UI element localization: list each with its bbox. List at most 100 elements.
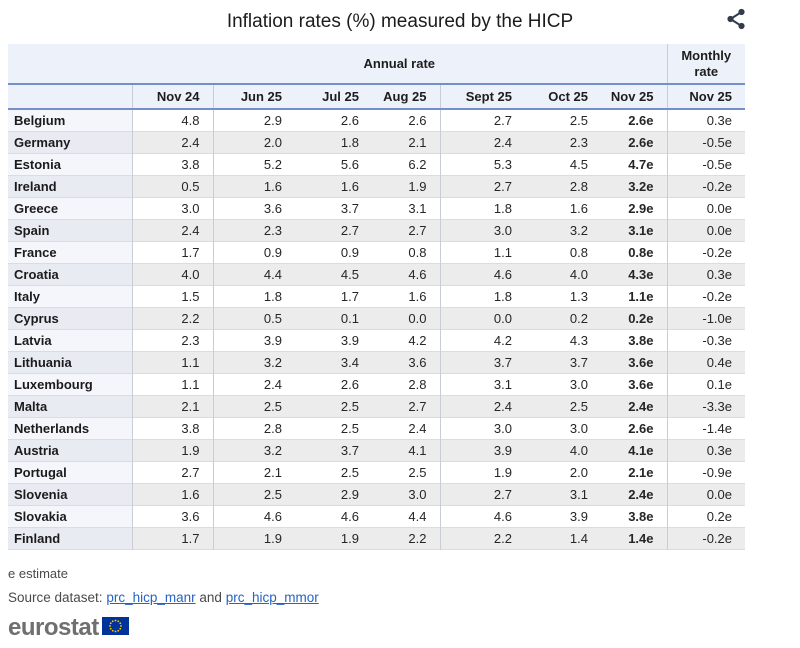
table-row: Portugal 2.7 2.1 2.5 2.5 1.9 2.0 2.1e -0.9e [8,461,745,484]
country-label: Netherlands [8,417,132,440]
value-cell: 2.5 [212,483,295,506]
group-header-row: Annual rate Monthly rate [8,44,745,86]
monthly-cell: -1.4e [666,417,745,440]
monthly-cell: -0.5e [666,153,745,176]
source-link-mmor[interactable]: prc_hicp_mmor [225,590,319,606]
country-label: Luxembourg [8,373,132,396]
monthly-cell: -0.2e [666,241,745,264]
value-cell: 3.1 [372,197,440,220]
estimate-note: e estimate [8,566,68,582]
value-cell: 2.7 [372,219,440,242]
country-label: Latvia [8,329,132,352]
value-cell: 2.5 [295,461,372,484]
table-row: Latvia 2.3 3.9 3.9 4.2 4.2 4.3 3.8e -0.3e [8,329,745,352]
country-label: Austria [8,439,132,462]
value-cell: 2.0 [525,461,601,484]
table-row: Slovakia 3.6 4.6 4.6 4.4 4.6 3.9 3.8e 0.2e [8,505,745,528]
value-cell: 4.6 [439,505,525,528]
column-header: Nov 25 [601,84,667,111]
value-cell: 4.2 [439,329,525,352]
table-row: Lithuania 1.1 3.2 3.4 3.6 3.7 3.7 3.6e 0.4e [8,351,745,374]
value-cell: 1.9 [295,527,372,550]
eurostat-logo-text: eurostat [8,614,99,642]
value-cell: 0.0 [372,307,440,330]
monthly-cell: -0.2e [666,285,745,308]
value-cell: 2.8 [212,417,295,440]
annual-nov25-cell: 0.2e [601,307,667,330]
value-cell: 1.7 [295,285,372,308]
source-link-manr[interactable]: prc_hicp_manr [106,590,196,606]
value-cell: 3.0 [525,417,601,440]
value-cell: 2.5 [372,461,440,484]
eurostat-logo: eurostat [8,616,800,640]
value-cell: 2.1 [131,395,213,418]
value-cell: 3.6 [372,351,440,374]
country-label: Italy [8,285,132,308]
value-cell: 0.5 [131,175,213,198]
value-cell: 5.2 [212,153,295,176]
share-icon [725,8,747,34]
value-cell: 3.7 [295,197,372,220]
country-label: Malta [8,395,132,418]
column-header: Sept 25 [439,84,525,111]
page-title: Inflation rates (%) measured by the HICP [226,11,574,32]
value-cell: 2.1 [212,461,295,484]
value-cell: 1.8 [439,197,525,220]
value-cell: 2.0 [212,131,295,154]
table-row: Italy 1.5 1.8 1.7 1.6 1.8 1.3 1.1e -0.2e [8,285,745,308]
value-cell: 3.2 [212,351,295,374]
value-cell: 3.9 [439,439,525,462]
monthly-cell: -1.0e [666,307,745,330]
value-cell: 3.9 [295,329,372,352]
value-cell: 5.6 [295,153,372,176]
value-cell: 1.3 [525,285,601,308]
value-cell: 2.5 [212,395,295,418]
value-cell: 1.9 [439,461,525,484]
table-row: France 1.7 0.9 0.9 0.8 1.1 0.8 0.8e -0.2e [8,241,745,264]
value-cell: 1.7 [131,241,213,264]
value-cell: 0.9 [295,241,372,264]
value-cell: 4.6 [295,505,372,528]
country-label: Greece [8,197,132,220]
value-cell: 2.2 [372,527,440,550]
monthly-cell: -0.3e [666,329,745,352]
value-cell: 1.9 [372,175,440,198]
value-cell: 2.4 [439,131,525,154]
share-button[interactable] [725,7,747,31]
value-cell: 3.0 [439,219,525,242]
annual-nov25-cell: 2.4e [601,483,667,506]
value-cell: 2.2 [131,307,213,330]
annual-nov25-cell: 3.6e [601,373,667,396]
value-cell: 2.3 [212,219,295,242]
column-header: Oct 25 [525,84,601,111]
value-cell: 3.2 [525,219,601,242]
value-cell: 0.2 [525,307,601,330]
annual-nov25-cell: 2.1e [601,461,667,484]
column-header: Nov 24 [131,84,213,111]
annual-nov25-cell: 3.6e [601,351,667,374]
value-cell: 2.3 [525,131,601,154]
value-cell: 2.5 [295,395,372,418]
value-cell: 3.0 [131,197,213,220]
table-row: Slovenia 1.6 2.5 2.9 3.0 2.7 3.1 2.4e 0.0e [8,483,745,506]
monthly-cell: 0.3e [666,109,745,132]
country-label: Ireland [8,175,132,198]
value-cell: 4.0 [525,439,601,462]
value-cell: 3.1 [439,373,525,396]
value-cell: 2.8 [372,373,440,396]
value-cell: 3.8 [131,153,213,176]
value-cell: 2.6 [372,109,440,132]
value-cell: 2.7 [439,109,525,132]
value-cell: 1.7 [131,527,213,550]
monthly-cell: -0.2e [666,527,745,550]
value-cell: 2.6 [295,109,372,132]
source-prefix: Source dataset: [8,590,103,606]
value-cell: 2.5 [525,109,601,132]
months-header-row: Nov 24 Jun 25 Jul 25 Aug 25 Sept 25 Oct 25 Nov… [8,84,745,111]
source-line: Source dataset: prc_hicp_manr and prc_hi… [8,590,800,605]
annual-nov25-cell: 2.9e [601,197,667,220]
value-cell: 0.5 [212,307,295,330]
annual-nov25-cell: 4.3e [601,263,667,286]
annual-nov25-cell: 2.6e [601,109,667,132]
value-cell: 2.4 [131,219,213,242]
